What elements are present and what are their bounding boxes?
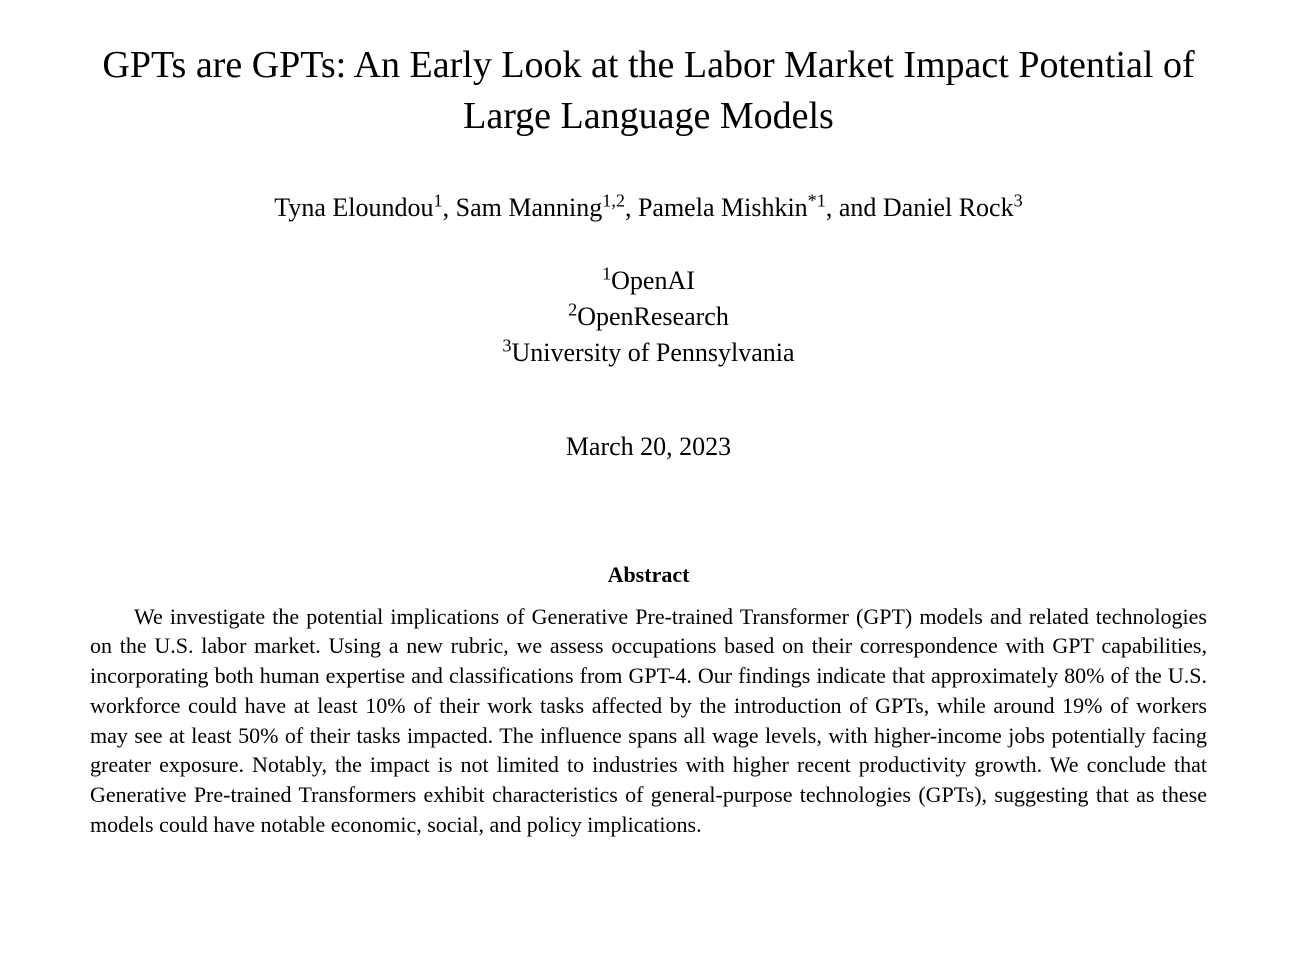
paper-title: GPTs are GPTs: An Early Look at the Labo… bbox=[80, 40, 1217, 143]
abstract-body: We investigate the potential implication… bbox=[80, 602, 1217, 840]
abstract-heading: Abstract bbox=[80, 562, 1217, 588]
paper-affiliations: 1OpenAI2OpenResearch3University of Penns… bbox=[80, 263, 1217, 372]
paper-authors: Tyna Eloundou1, Sam Manning1,2, Pamela M… bbox=[80, 193, 1217, 223]
paper-date: March 20, 2023 bbox=[80, 432, 1217, 462]
